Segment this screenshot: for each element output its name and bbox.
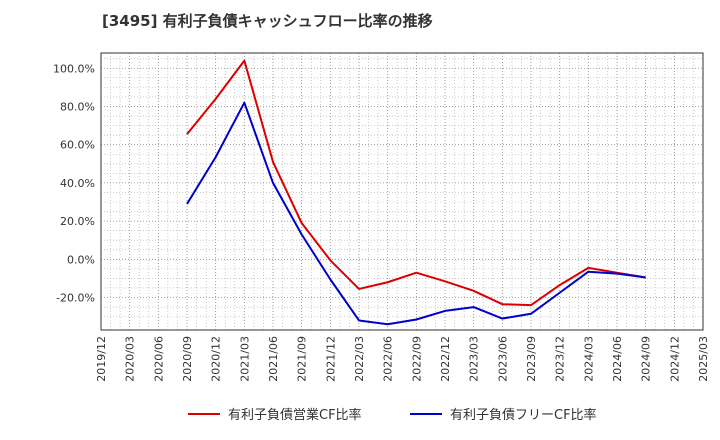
legend-label-1: 有利子負債営業CF比率	[228, 407, 362, 423]
x-tick-label: 2024/12	[668, 336, 681, 382]
y-axis-ticks: 100.0% 80.0% 60.0% 40.0% 20.0% 0.0% -20.0%	[53, 62, 95, 304]
series-line-2	[186, 101, 646, 326]
grid	[100, 53, 704, 330]
x-tick-label: 2022/03	[353, 336, 366, 382]
y-tick-label: 80.0%	[60, 100, 95, 113]
x-tick-label: 2021/12	[324, 336, 337, 382]
chart-title: [3495] 有利子負債キャッシュフロー比率の推移	[102, 12, 433, 30]
x-tick-label: 2024/09	[640, 336, 653, 382]
plot-frame	[100, 52, 704, 331]
x-tick-label: 2020/12	[210, 336, 223, 382]
x-tick-label: 2025/03	[697, 336, 710, 382]
x-tick-label: 2024/03	[582, 336, 595, 382]
x-tick-label: 2020/06	[152, 336, 165, 382]
x-axis-ticks: 2019/12 2020/03 2020/06 2020/09 2020/12 2021/…	[95, 336, 710, 382]
x-tick-label: 2023/03	[468, 336, 481, 382]
x-tick-label: 2019/12	[95, 336, 108, 382]
x-tick-label: 2022/06	[382, 336, 395, 382]
legend: 有利子負債営業CF比率 有利子負債フリーCF比率	[188, 407, 597, 423]
x-tick-label: 2021/09	[296, 336, 309, 382]
y-tick-label: -20.0%	[56, 292, 95, 305]
x-tick-label: 2022/12	[439, 336, 452, 382]
series-line-1	[186, 59, 646, 307]
legend-label-2: 有利子負債フリーCF比率	[450, 407, 597, 423]
y-tick-label: 40.0%	[60, 177, 95, 190]
x-tick-label: 2020/03	[124, 336, 137, 382]
x-tick-label: 2023/12	[554, 336, 567, 382]
x-tick-label: 2021/06	[267, 336, 280, 382]
y-tick-label: 100.0%	[53, 62, 95, 75]
x-tick-label: 2020/09	[181, 336, 194, 382]
y-tick-label: 0.0%	[67, 253, 95, 266]
series-group	[186, 59, 646, 326]
x-tick-label: 2021/03	[238, 336, 251, 382]
x-tick-label: 2023/09	[525, 336, 538, 382]
x-tick-label: 2023/06	[496, 336, 509, 382]
y-tick-label: 60.0%	[60, 139, 95, 152]
x-tick-label: 2022/09	[410, 336, 423, 382]
x-tick-label: 2024/06	[611, 336, 624, 382]
y-tick-label: 20.0%	[60, 215, 95, 228]
